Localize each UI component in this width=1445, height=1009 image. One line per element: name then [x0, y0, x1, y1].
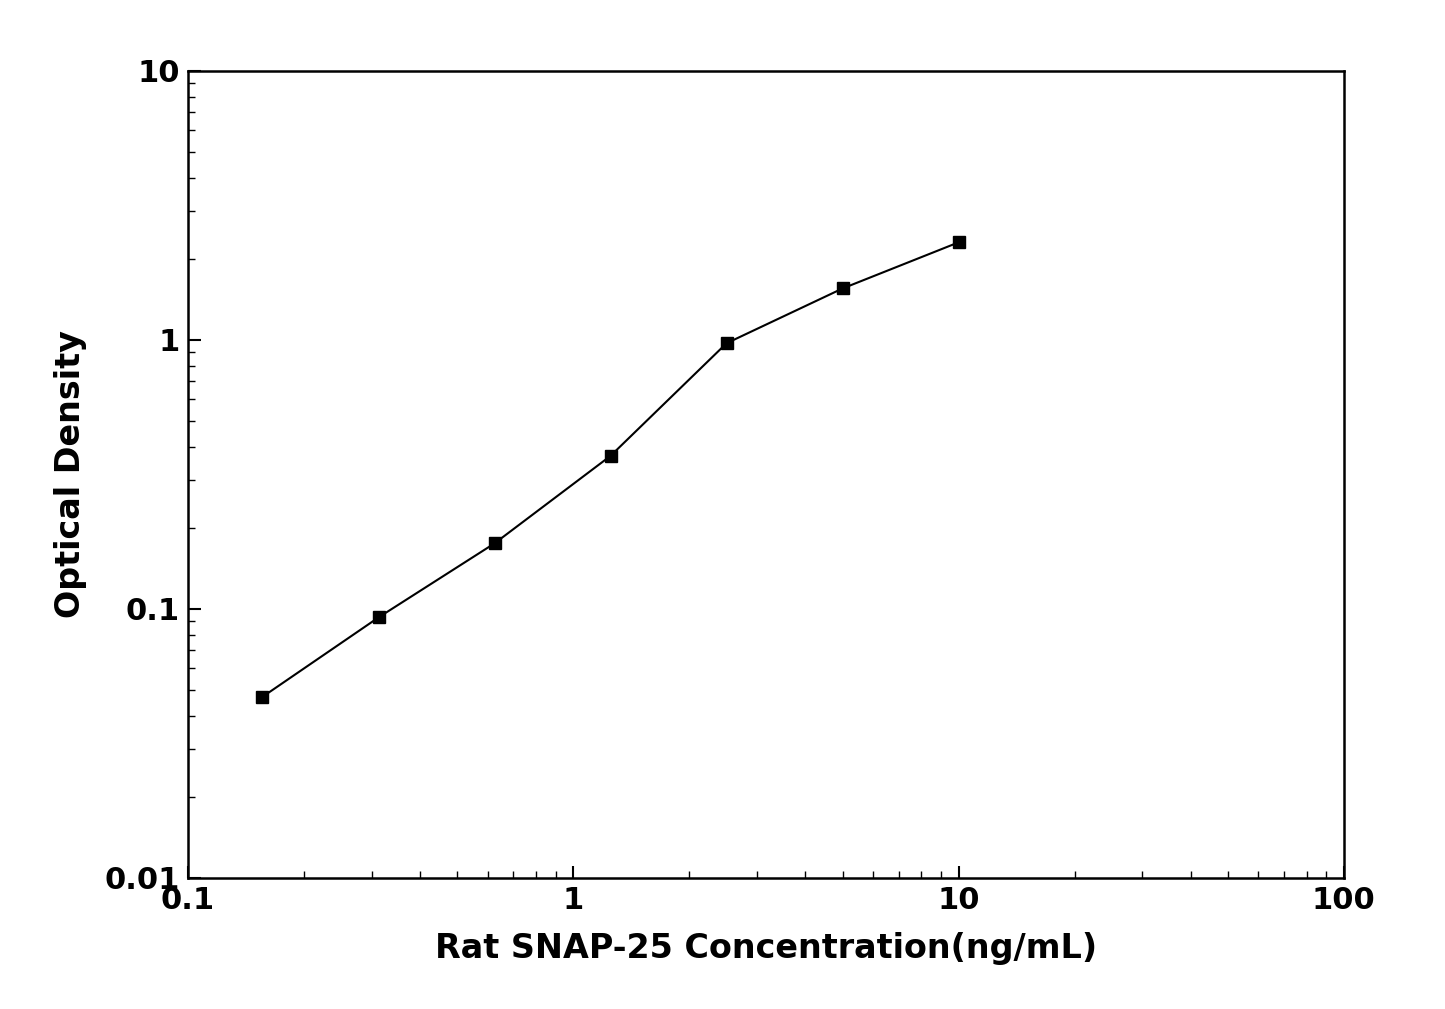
Y-axis label: Optical Density: Optical Density	[55, 330, 88, 619]
X-axis label: Rat SNAP-25 Concentration(ng/mL): Rat SNAP-25 Concentration(ng/mL)	[435, 932, 1097, 965]
